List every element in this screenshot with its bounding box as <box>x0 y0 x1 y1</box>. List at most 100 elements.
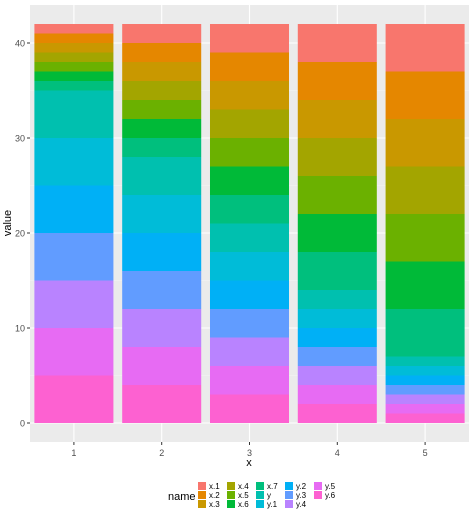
bar-segment-x-3-cat-4 <box>297 100 377 138</box>
bar-segment-x-2-cat-2 <box>122 43 202 62</box>
bar-segment-y-4-cat-2 <box>122 309 202 347</box>
bar-segment-x-5-cat-2 <box>122 100 202 119</box>
legend-label-x-3: x.3 <box>209 500 220 509</box>
bar-segment-x-4-cat-2 <box>122 81 202 100</box>
bar-segment-y-5-cat-4 <box>297 385 377 404</box>
legend-label-x-1: x.1 <box>209 482 220 491</box>
bar-segment-x-3-cat-5 <box>385 119 465 167</box>
legend: name x.1x.2x.3 x.4x.5x.6 x.7yy.1 y.2y.3y.4 y… <box>168 482 336 509</box>
legend-key-y <box>256 491 264 499</box>
legend-key-x-3 <box>198 500 206 508</box>
legend-label-x-2: x.2 <box>209 491 220 500</box>
bar-segment-y-cat-4 <box>297 290 377 309</box>
bar-segment-x-2-cat-1 <box>34 33 114 43</box>
x-tick-label: 2 <box>159 448 164 458</box>
legend-label-y-5: y.5 <box>325 482 336 491</box>
legend-key-x-6 <box>227 500 235 508</box>
y-tick-label: 20 <box>15 229 25 239</box>
bar-segment-y-5-cat-1 <box>34 328 114 376</box>
legend-key-x-5 <box>227 491 235 499</box>
bar-segment-y-3-cat-1 <box>34 233 114 281</box>
x-axis: 1 2 3 4 5 <box>71 442 428 458</box>
bar-segment-x-7-cat-3 <box>209 195 290 224</box>
bar-segment-x-3-cat-1 <box>34 43 114 53</box>
bar-segment-x-7-cat-2 <box>122 138 202 157</box>
bar-segment-y-1-cat-3 <box>209 252 290 281</box>
y-axis: 0 10 20 30 40 <box>15 39 30 429</box>
legend-label-x-4: x.4 <box>238 482 249 491</box>
bar-segment-x-6-cat-5 <box>385 261 465 309</box>
bar-segment-y-4-cat-4 <box>297 366 377 385</box>
bar-segment-x-1-cat-1 <box>34 24 114 34</box>
bar-segment-y-3-cat-5 <box>385 385 465 395</box>
bar-segment-y-5-cat-5 <box>385 404 465 414</box>
x-axis-title: x <box>246 457 252 469</box>
bar-segment-x-4-cat-5 <box>385 166 465 214</box>
bar-segment-x-3-cat-3 <box>209 81 290 110</box>
legend-label-x-7: x.7 <box>267 482 278 491</box>
y-tick-label: 30 <box>15 134 25 144</box>
bar-segment-y-cat-3 <box>209 223 290 252</box>
bar-segment-x-7-cat-1 <box>34 81 114 91</box>
bar-segment-y-4-cat-3 <box>209 337 290 366</box>
bar-segment-x-1-cat-4 <box>297 24 377 62</box>
bar-segment-x-1-cat-5 <box>385 24 465 72</box>
x-tick-label: 3 <box>247 448 252 458</box>
bar-segment-y-6-cat-5 <box>385 413 465 423</box>
legend-label-y-1: y.1 <box>267 500 278 509</box>
legend-label-x-6: x.6 <box>238 500 249 509</box>
bar-segment-x-4-cat-4 <box>297 138 377 176</box>
bar-segment-y-2-cat-5 <box>385 375 465 385</box>
legend-key-y-2 <box>285 482 293 490</box>
bar-segment-x-6-cat-2 <box>122 119 202 138</box>
bar-segment-y-1-cat-2 <box>122 195 202 233</box>
legend-key-x-4 <box>227 482 235 490</box>
bar-segment-x-6-cat-3 <box>209 166 290 195</box>
bar-segment-x-5-cat-1 <box>34 62 114 72</box>
bar-segment-x-5-cat-5 <box>385 214 465 262</box>
bar-segment-x-3-cat-2 <box>122 62 202 81</box>
bar-segment-y-cat-2 <box>122 157 202 195</box>
legend-label-y-6: y.6 <box>325 491 336 500</box>
bar-segment-y-3-cat-3 <box>209 309 290 338</box>
bar-segment-x-4-cat-3 <box>209 109 290 138</box>
bar-segment-y-6-cat-1 <box>34 375 114 423</box>
bar-segment-x-1-cat-3 <box>209 24 290 53</box>
bar-segment-x-1-cat-2 <box>122 24 202 43</box>
bar-segment-x-5-cat-4 <box>297 176 377 214</box>
legend-key-y-1 <box>256 500 264 508</box>
y-tick-label: 10 <box>15 324 25 334</box>
y-tick-label: 40 <box>15 39 25 49</box>
legend-key-y-4 <box>285 500 293 508</box>
bar-segment-x-6-cat-4 <box>297 214 377 252</box>
bar-segment-y-4-cat-1 <box>34 280 114 328</box>
bar-segment-y-1-cat-5 <box>385 366 465 376</box>
bar-segment-y-3-cat-4 <box>297 347 377 366</box>
bar-segment-x-4-cat-1 <box>34 52 114 62</box>
legend-label-x-5: x.5 <box>238 491 249 500</box>
x-tick-label: 4 <box>335 448 340 458</box>
legend-key-y-3 <box>285 491 293 499</box>
bar-segment-y-2-cat-1 <box>34 185 114 233</box>
bar-segment-x-2-cat-4 <box>297 62 377 100</box>
legend-label-y-3: y.3 <box>296 491 307 500</box>
legend-key-x-2 <box>198 491 206 499</box>
x-tick-label: 1 <box>71 448 76 458</box>
legend-key-y-6 <box>314 491 322 499</box>
bar-segment-y-cat-1 <box>34 90 114 138</box>
bar-segment-y-1-cat-4 <box>297 309 377 328</box>
bar-segment-y-2-cat-4 <box>297 328 377 347</box>
x-tick-label: 5 <box>423 448 428 458</box>
legend-key-x-1 <box>198 482 206 490</box>
legend-key-y-5 <box>314 482 322 490</box>
bar-segment-x-7-cat-4 <box>297 252 377 290</box>
legend-title: name <box>168 491 196 503</box>
bar-segment-y-2-cat-2 <box>122 233 202 271</box>
y-axis-title: value <box>2 210 14 236</box>
bar-segment-y-4-cat-5 <box>385 394 465 404</box>
legend-label-y-2: y.2 <box>296 482 307 491</box>
bar-segment-y-3-cat-2 <box>122 271 202 309</box>
bar-segment-y-6-cat-3 <box>209 394 290 423</box>
bar-segment-x-2-cat-5 <box>385 71 465 119</box>
